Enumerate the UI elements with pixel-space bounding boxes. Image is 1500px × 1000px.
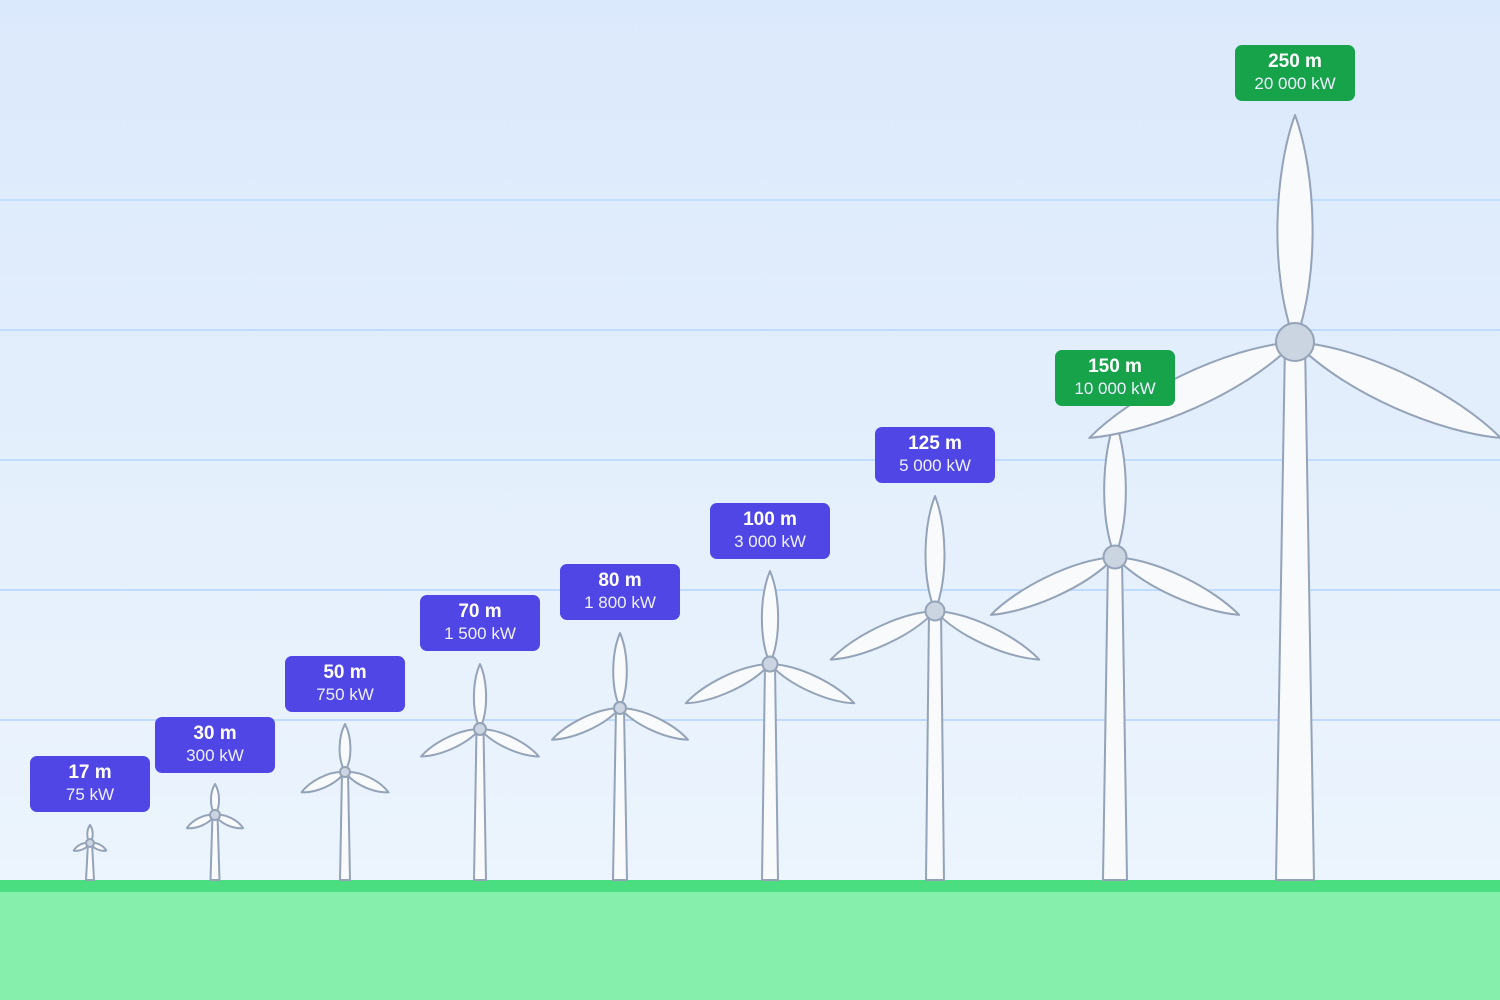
turbine-label-1: 17 m 75 kW (30, 756, 150, 812)
turbine-power: 75 kW (65, 785, 115, 804)
turbine-height: 125 m (908, 433, 962, 454)
turbine-tower (209, 814, 221, 881)
turbine-blade (300, 770, 346, 794)
turbine-height: 70 m (458, 601, 502, 622)
turbine-blade (684, 663, 771, 705)
turbine-blade (1088, 341, 1296, 439)
turbine-blade (472, 663, 488, 730)
turbine-blade (209, 783, 221, 816)
wind-turbine-8 (989, 419, 1241, 881)
turbine-hub (473, 722, 487, 736)
turbine-hub (209, 809, 221, 821)
turbine-power: 1 500 kW (444, 624, 516, 643)
turbine-label-6: 100 m 3 000 kW (710, 503, 830, 559)
turbine-label-7: 125 m 5 000 kW (875, 427, 995, 483)
turbine-hub (1102, 544, 1128, 570)
turbine-height: 17 m (68, 762, 112, 783)
turbine-hub (924, 600, 946, 622)
turbine-label-2: 30 m 300 kW (155, 717, 275, 773)
turbine-hub (761, 655, 779, 673)
wind-turbine-9 (1088, 114, 1500, 881)
turbine-hub (85, 838, 95, 848)
turbine-blade (619, 707, 689, 741)
turbine-blade (479, 728, 540, 758)
turbine-tower (1274, 341, 1316, 881)
turbine-hub (1275, 322, 1315, 362)
turbine-tower (472, 728, 488, 881)
turbine-power: 750 kW (316, 685, 374, 704)
turbine-label-9: 250 m 20 000 kW (1235, 45, 1355, 101)
turbine-tower (760, 663, 780, 881)
wind-turbine-4 (420, 663, 540, 881)
turbine-height: 50 m (323, 662, 367, 683)
turbine-tower (84, 842, 96, 881)
turbine-tower (1101, 556, 1129, 881)
turbine-height: 100 m (743, 509, 797, 530)
wind-turbine-1 (72, 824, 108, 881)
turbine-power: 1 800 kW (584, 593, 656, 612)
turbine-label-5: 80 m 1 800 kW (560, 564, 680, 620)
turbine-label-8: 150 m 10 000 kW (1055, 350, 1175, 406)
turbine-power: 5 000 kW (899, 456, 971, 475)
turbine-blade (924, 495, 946, 612)
turbine-height: 80 m (598, 570, 642, 591)
turbine-blade (769, 663, 856, 705)
wind-turbine-7 (829, 495, 1041, 881)
turbine-power: 3 000 kW (734, 532, 806, 551)
turbine-blade (214, 813, 245, 830)
turbine-label-4: 70 m 1 500 kW (420, 595, 540, 651)
turbine-tower (338, 771, 352, 881)
height-gridlines (0, 199, 1500, 721)
ground-edge (0, 880, 1500, 892)
turbine-blade (829, 610, 936, 661)
turbine-blade (934, 610, 1041, 661)
wind-turbine-2 (185, 783, 245, 881)
turbines-group (72, 114, 1500, 881)
turbine-tower (924, 610, 946, 881)
turbine-blade (420, 728, 481, 758)
turbine-blade (185, 813, 216, 830)
turbine-blade (344, 770, 390, 794)
turbine-blade (338, 723, 352, 773)
turbine-tower (611, 707, 629, 881)
turbine-power: 20 000 kW (1254, 74, 1336, 93)
ground (0, 880, 1500, 1000)
turbine-height: 150 m (1088, 356, 1142, 377)
turbine-label-3: 50 m 750 kW (285, 656, 405, 712)
ground-fill (0, 880, 1500, 1000)
turbine-height: 250 m (1268, 51, 1322, 72)
turbine-blade (551, 707, 621, 741)
turbine-power: 10 000 kW (1074, 379, 1156, 398)
turbine-blade (760, 570, 780, 665)
turbine-hub (613, 701, 627, 715)
turbine-blade (1103, 419, 1127, 558)
wind-turbine-6 (684, 570, 856, 881)
wind-turbine-3 (300, 723, 390, 881)
turbine-blade (1276, 114, 1314, 343)
turbine-blade (612, 632, 628, 709)
turbine-power: 300 kW (186, 746, 244, 765)
turbine-blade (989, 556, 1116, 616)
turbine-hub (339, 766, 351, 778)
turbine-height: 30 m (193, 723, 237, 744)
wind-turbine-5 (551, 632, 689, 881)
turbine-blade (1114, 556, 1241, 616)
turbine-blade (1294, 341, 1500, 439)
